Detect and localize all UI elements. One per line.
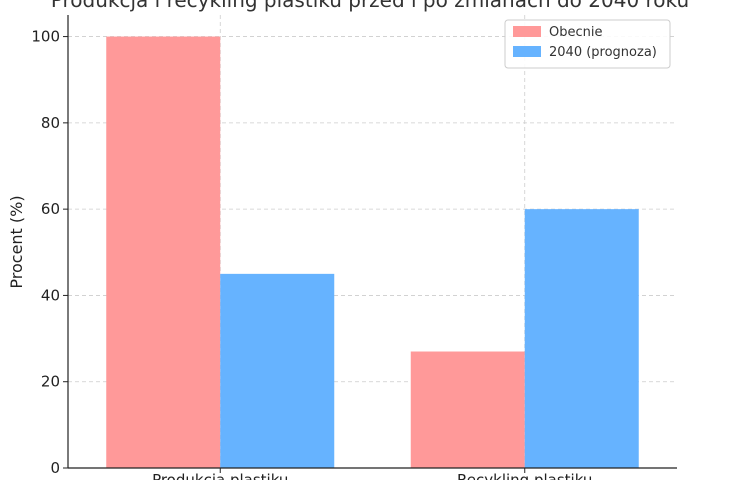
bar-obecnie-1: [106, 36, 221, 468]
y-axis-title: Procent (%): [7, 195, 26, 288]
y-tick-label: 0: [50, 459, 60, 477]
legend-label: Obecnie: [549, 25, 602, 40]
y-tick-label: 40: [41, 286, 60, 304]
chart-title: Produkcja i recykling plastiku przed i p…: [51, 0, 689, 12]
legend-swatch: [513, 46, 541, 57]
x-tick-label: Produkcja plastiku: [152, 471, 288, 480]
legend-label: 2040 (prognoza): [549, 45, 657, 60]
y-tick-label: 100: [31, 28, 60, 46]
y-tick-label: 60: [41, 200, 60, 218]
x-tick-label: Recykling plastiku: [457, 471, 592, 480]
y-ticks: 0 20 40 60 80 100: [31, 28, 68, 477]
x-ticks: Produkcja plastiku Recykling plastiku: [152, 468, 592, 480]
bar-prognoza-2040-2: [524, 209, 639, 468]
y-tick-label: 20: [41, 373, 60, 391]
legend-items: Obecnie 2040 (prognoza): [513, 25, 657, 60]
legend-box: [504, 19, 671, 69]
legend-swatch: [513, 26, 541, 37]
y-tick-label: 80: [41, 114, 60, 132]
bars: [106, 36, 639, 468]
legend: Obecnie 2040 (prognoza): [504, 19, 671, 69]
bar-obecnie-2: [410, 351, 525, 468]
bar-prognoza-2040-1: [220, 273, 335, 468]
